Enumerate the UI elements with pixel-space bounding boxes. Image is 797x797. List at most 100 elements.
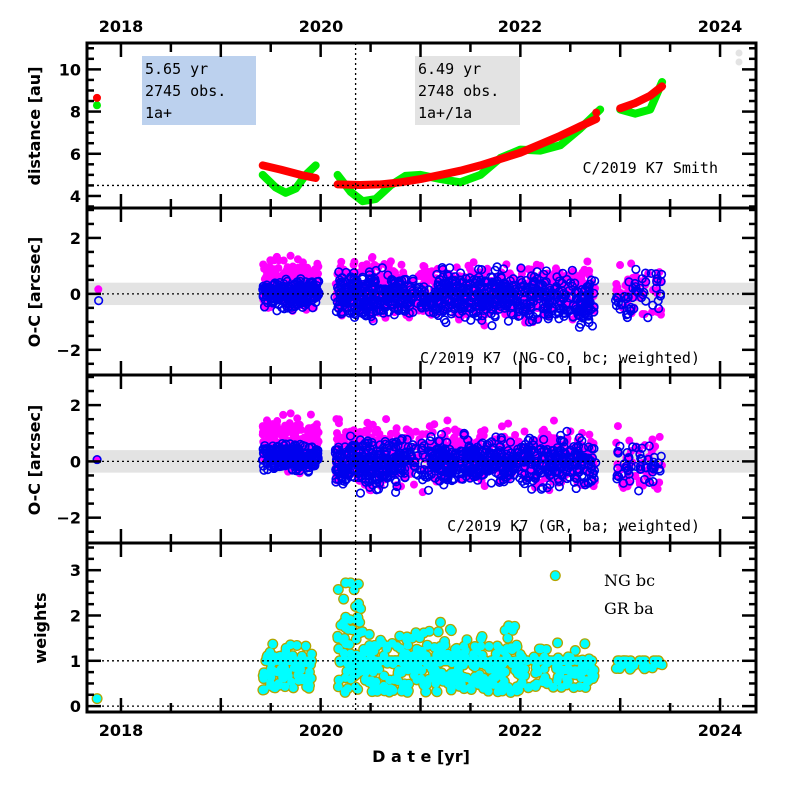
ra-residual-point bbox=[489, 283, 499, 293]
ra-residual-point bbox=[527, 484, 537, 494]
ra-residual-point bbox=[259, 449, 269, 459]
ra-residual-point bbox=[576, 297, 586, 307]
ra-residual-point bbox=[453, 302, 463, 312]
dec-residual-point bbox=[520, 427, 529, 436]
ra-residual-point bbox=[621, 294, 631, 304]
ra-residual-point bbox=[555, 430, 566, 441]
dec-residual-point bbox=[279, 256, 288, 265]
dec-residual-point bbox=[306, 410, 315, 419]
ra-residual-point bbox=[526, 464, 536, 475]
ra-residual-point bbox=[516, 275, 526, 285]
ra-residual-point bbox=[459, 430, 469, 440]
ra-residual-point bbox=[354, 455, 364, 465]
dec-residual-point bbox=[286, 272, 295, 281]
ra-residual-point bbox=[410, 462, 420, 472]
dec-residual-point bbox=[372, 428, 381, 437]
ra-residual-point bbox=[263, 298, 273, 308]
ra-residual-point bbox=[540, 465, 551, 475]
ra-residual-point bbox=[292, 294, 303, 304]
dec-residual-point bbox=[627, 259, 636, 268]
ra-residual-point bbox=[362, 296, 372, 306]
panel-annotation: C/2019 K7 Smith bbox=[583, 159, 718, 177]
dec-residual-point bbox=[612, 438, 621, 447]
dec-residual-point bbox=[428, 428, 437, 437]
ra-residual-point bbox=[503, 316, 514, 326]
oc-ng-panel: 20−2 C/2019 K7 (NG-CO, bc; weighted) O-C… bbox=[25, 208, 756, 375]
faint-marker bbox=[735, 49, 743, 57]
dec-residual-point bbox=[308, 269, 317, 278]
dec-residual-point bbox=[635, 477, 644, 486]
ra-residual-point bbox=[648, 477, 658, 487]
ra-residual-point bbox=[332, 464, 342, 474]
dec-residual-point bbox=[480, 482, 489, 491]
ra-residual-point bbox=[583, 442, 594, 452]
ra-residual-point bbox=[345, 431, 356, 441]
ra-residual-point bbox=[526, 299, 536, 309]
ra-residual-point bbox=[578, 443, 589, 453]
ra-residual-point bbox=[296, 274, 306, 284]
ra-residual-point bbox=[625, 304, 635, 314]
info-box-2 bbox=[415, 56, 520, 125]
ra-residual-point bbox=[268, 449, 278, 459]
ra-residual-point bbox=[405, 282, 415, 292]
dec-residual-point bbox=[416, 269, 425, 278]
ra-residual-point bbox=[634, 486, 644, 496]
ra-residual-point bbox=[418, 470, 429, 480]
ra-residual-point bbox=[357, 307, 367, 317]
dec-residual-point bbox=[367, 253, 376, 262]
ra-residual-point bbox=[631, 264, 641, 274]
ra-residual-point bbox=[643, 313, 653, 323]
ra-residual-point bbox=[464, 273, 475, 283]
ra-residual-point bbox=[366, 296, 377, 306]
ra-residual-point bbox=[443, 466, 453, 476]
ra-residual-point bbox=[637, 443, 647, 453]
ra-residual-point bbox=[656, 269, 667, 279]
ra-residual-point bbox=[572, 286, 582, 296]
ra-residual-point bbox=[557, 286, 568, 296]
ra-residual-point bbox=[574, 322, 585, 332]
dec-residual-point bbox=[349, 260, 358, 269]
ra-residual-point bbox=[352, 284, 362, 295]
ra-residual-point bbox=[272, 279, 283, 289]
ra-residual-point bbox=[556, 297, 566, 307]
ra-residual-point bbox=[455, 293, 465, 304]
ra-residual-point bbox=[397, 434, 407, 444]
ra-residual-point bbox=[373, 457, 383, 468]
ra-residual-point bbox=[360, 282, 370, 292]
ra-residual-point bbox=[433, 277, 444, 287]
dec-residual-point bbox=[264, 420, 273, 429]
dec-residual-point bbox=[336, 263, 345, 272]
ra-residual-point bbox=[277, 302, 287, 313]
ra-residual-point bbox=[538, 483, 548, 493]
ra-residual-point bbox=[648, 300, 658, 310]
ra-residual-point bbox=[419, 465, 429, 475]
ra-residual-point bbox=[463, 446, 473, 456]
dec-residual-point bbox=[368, 420, 377, 429]
ra-residual-point bbox=[295, 458, 305, 468]
ra-residual-point bbox=[378, 464, 388, 474]
dec-residual-point bbox=[452, 440, 461, 449]
ra-residual-point bbox=[542, 304, 553, 314]
ra-residual-point bbox=[378, 305, 388, 315]
ra-residual-point bbox=[579, 478, 589, 488]
ra-residual-point bbox=[448, 467, 458, 477]
ra-residual-point bbox=[520, 287, 531, 297]
ra-residual-point bbox=[258, 461, 268, 471]
ra-residual-point bbox=[444, 271, 454, 281]
ra-residual-point bbox=[512, 298, 523, 308]
dec-residual-point bbox=[648, 435, 657, 444]
ra-residual-point bbox=[494, 442, 505, 452]
top-x-tick-label: 2020 bbox=[299, 17, 344, 36]
distance-curve bbox=[258, 161, 320, 182]
ra-residual-point bbox=[624, 277, 634, 287]
dec-residual-point bbox=[332, 429, 341, 438]
distance-curve bbox=[333, 115, 601, 189]
ra-residual-point bbox=[345, 468, 355, 478]
ra-residual-point bbox=[259, 465, 269, 475]
ra-residual-point bbox=[362, 441, 372, 451]
ra-residual-point bbox=[92, 454, 102, 465]
dec-residual-point bbox=[549, 434, 558, 443]
ra-residual-point bbox=[349, 303, 360, 313]
ra-residual-point bbox=[496, 433, 506, 443]
ra-residual-point bbox=[282, 459, 292, 470]
